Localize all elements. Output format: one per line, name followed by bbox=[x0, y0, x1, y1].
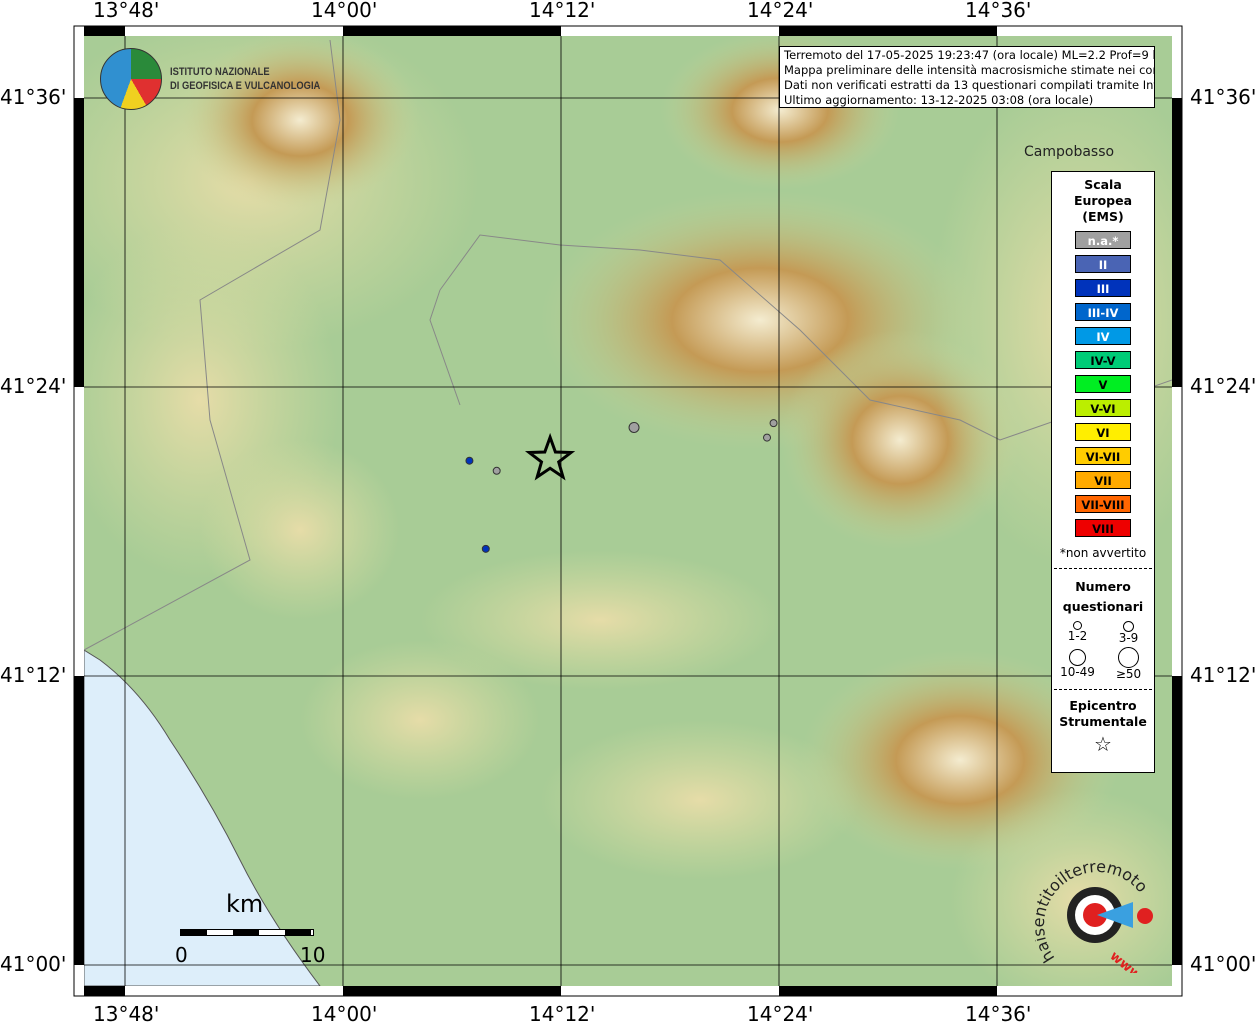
lon-label: 14°12' bbox=[529, 1002, 596, 1026]
info-line: Mappa preliminare delle intensità macros… bbox=[784, 63, 1155, 77]
lon-label: 14°00' bbox=[311, 0, 378, 22]
lon-label: 14°36' bbox=[965, 0, 1032, 22]
intensity-point bbox=[465, 456, 474, 465]
logo-www: www. bbox=[1107, 949, 1147, 973]
lat-label: 41°12' bbox=[0, 663, 67, 687]
frame-segment bbox=[74, 676, 84, 965]
lon-label: 14°12' bbox=[529, 0, 596, 22]
star-icon: ☆ bbox=[1094, 732, 1112, 756]
count-title: Numero bbox=[1075, 579, 1131, 594]
count-title: questionari bbox=[1062, 599, 1144, 614]
legend-title: Europea bbox=[1073, 193, 1133, 208]
legend-swatch: VIII bbox=[1075, 519, 1131, 537]
legend-swatch: VI bbox=[1075, 423, 1131, 441]
intensity-point bbox=[628, 421, 640, 433]
intensity-point bbox=[763, 433, 772, 442]
legend-swatch: n.a.* bbox=[1075, 231, 1131, 249]
lon-label: 14°36' bbox=[965, 1002, 1032, 1026]
scale-min: 0 bbox=[175, 943, 188, 967]
haisentito-logo: haisentitoilterremoto.it www. bbox=[1029, 843, 1160, 986]
count-label: 1-2 bbox=[1067, 629, 1088, 643]
scale-unit: km bbox=[226, 890, 264, 918]
intensity-point bbox=[481, 544, 490, 553]
ingv-logo: ISTITUTO NAZIONALE DI GEOFISICA E VULCAN… bbox=[100, 48, 347, 110]
lat-label: 41°36' bbox=[0, 85, 67, 109]
legend-title: (EMS) bbox=[1082, 209, 1124, 224]
lat-label: 41°24' bbox=[1190, 374, 1255, 398]
frame-segment bbox=[779, 986, 997, 996]
lat-label: 41°24' bbox=[0, 374, 67, 398]
frame-segment bbox=[343, 26, 561, 36]
intensity-point bbox=[492, 466, 501, 475]
frame-segment bbox=[343, 986, 561, 996]
frame-segment bbox=[84, 26, 125, 36]
lat-label: 41°00' bbox=[0, 952, 67, 976]
legend-swatch: IV-V bbox=[1075, 351, 1131, 369]
lon-label: 14°24' bbox=[747, 0, 814, 22]
frame-segment bbox=[1172, 98, 1182, 387]
lat-label: 41°12' bbox=[1190, 663, 1255, 687]
info-line: Ultimo aggiornamento: 13-12-2025 03:08 (… bbox=[784, 93, 1094, 107]
info-line: Terremoto del 17-05-2025 19:23:47 (ora l… bbox=[784, 48, 1155, 62]
legend-title: Scala bbox=[1084, 177, 1122, 192]
lat-label: 41°00' bbox=[1190, 952, 1255, 976]
count-label: ≥50 bbox=[1115, 667, 1142, 681]
legend-note: *non avvertito bbox=[1059, 546, 1147, 560]
ingv-line1: ISTITUTO NAZIONALE bbox=[170, 66, 270, 78]
lon-label: 13°48' bbox=[93, 0, 160, 22]
legend-swatch: VI-VII bbox=[1075, 447, 1131, 465]
legend-swatch: V bbox=[1075, 375, 1131, 393]
info-line: Dati non verificati estratti da 13 quest… bbox=[784, 78, 1155, 92]
legend-swatch: III-IV bbox=[1075, 303, 1131, 321]
lat-label: 41°36' bbox=[1190, 85, 1255, 109]
ingv-line2: DI GEOFISICA E VULCANOLOGIA bbox=[170, 80, 321, 92]
terrain bbox=[84, 36, 1172, 986]
frame-segment bbox=[779, 26, 997, 36]
intensity-point bbox=[769, 419, 778, 428]
frame-segment bbox=[1172, 676, 1182, 965]
lon-label: 14°24' bbox=[747, 1002, 814, 1026]
event-info-box: Terremoto del 17-05-2025 19:23:47 (ora l… bbox=[779, 46, 1155, 108]
legend-swatch: VII-VIII bbox=[1075, 495, 1131, 513]
epi-title: Strumentale bbox=[1059, 714, 1147, 729]
count-label: 3-9 bbox=[1118, 631, 1139, 645]
epicenter-star bbox=[524, 432, 576, 481]
legend: Scala Europea (EMS) n.a.* II III III-IV IV IV-V… bbox=[1051, 171, 1155, 773]
frame-segment bbox=[84, 986, 125, 996]
count-label: 10-49 bbox=[1060, 665, 1095, 679]
epi-title: Epicentro bbox=[1069, 698, 1137, 713]
city-label: Campobasso bbox=[1024, 144, 1115, 160]
lon-label: 13°48' bbox=[93, 1002, 160, 1026]
scale-max: 10 bbox=[300, 943, 326, 967]
lon-label: 14°00' bbox=[311, 1002, 378, 1026]
legend-swatch: II bbox=[1075, 255, 1131, 273]
globe-icon bbox=[100, 48, 162, 110]
frame-segment bbox=[74, 98, 84, 387]
legend-swatch: VII bbox=[1075, 471, 1131, 489]
legend-swatch: III bbox=[1075, 279, 1131, 297]
legend-swatch: V-VI bbox=[1075, 399, 1131, 417]
legend-swatch: IV bbox=[1075, 327, 1131, 345]
